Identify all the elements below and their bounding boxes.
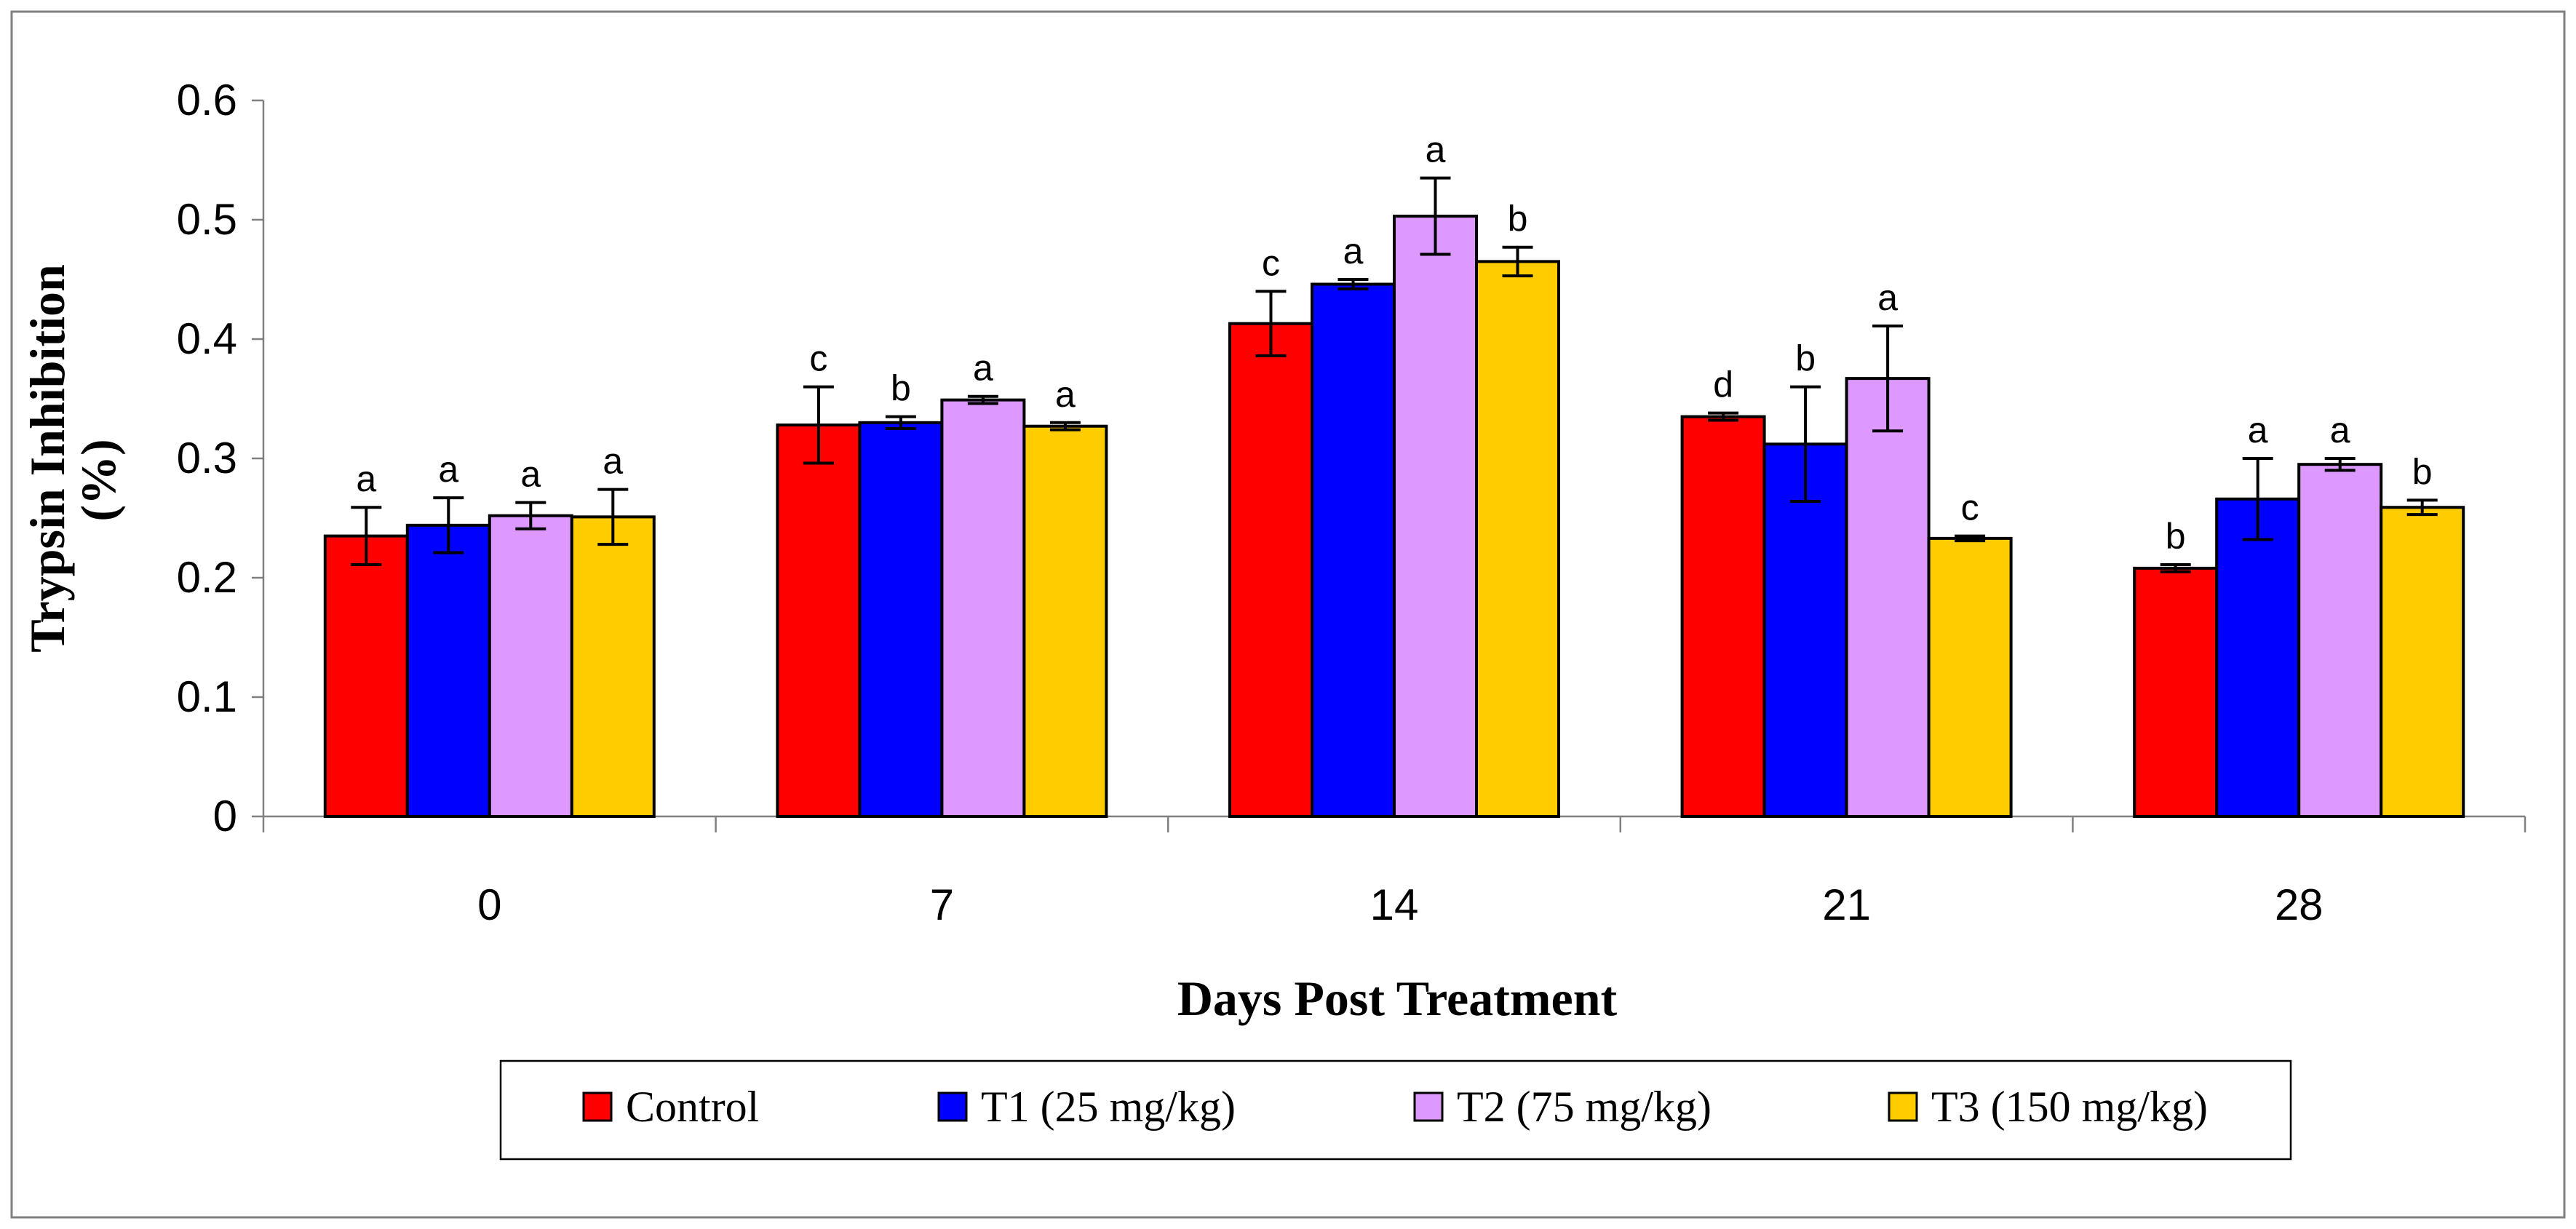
x-tick-label: 28 [2275,880,2323,929]
x-tick-label: 0 [477,880,501,929]
significance-label: b [1508,199,1528,239]
y-axis-title-line2: (%) [71,439,126,521]
significance-label: a [2330,410,2350,450]
y-tick-label: 0.6 [177,76,237,124]
y-tick-label: 0.5 [177,195,237,244]
significance-label: a [1343,231,1364,271]
bar [2297,463,2383,818]
significance-label: a [1426,130,1446,170]
legend: Control T1 (25 mg/kg) T2 (75 mg/kg) T3 (150… [582,1083,2208,1131]
significance-label: a [973,348,993,389]
legend-label: T1 (25 mg/kg) [981,1083,1236,1131]
significance-label: b [2412,451,2433,492]
bar [1393,215,1478,818]
legend-swatch [937,1091,968,1122]
legend-swatch [1413,1091,1444,1122]
significance-label: d [1713,365,1733,405]
x-tick-label: 7 [930,880,954,929]
significance-label: a [520,454,541,495]
bar [2133,566,2219,818]
significance-label: b [891,368,911,409]
bar [570,515,656,818]
y-tick-label: 0.3 [177,434,237,482]
significance-label: b [1795,338,1816,379]
significance-label: c [1961,488,1979,528]
bar [323,534,409,818]
bar [1927,536,2013,818]
bar [2215,497,2301,818]
y-tick-label: 0.2 [177,553,237,602]
y-tick-label: 0.4 [177,314,237,363]
bar [1022,424,1108,818]
significance-label: a [1877,277,1898,318]
bar [1475,260,1560,818]
significance-label: a [1055,374,1076,415]
y-tick-label: 0.1 [177,672,237,721]
significance-label: b [2166,516,2186,557]
significance-label: a [438,449,458,490]
bar [1228,322,1313,818]
bar [940,398,1026,818]
bar [2380,506,2465,818]
x-tick-label: 21 [1822,880,1871,929]
bar [858,421,944,818]
bar [488,514,573,818]
bar [1762,442,1848,818]
bar [776,423,862,818]
bar [1680,415,1766,818]
legend-label: Control [626,1083,759,1131]
bar [1845,377,1931,818]
x-axis-title: Days Post Treatment [1177,971,1618,1026]
significance-label: a [603,441,623,482]
legend-box [499,1059,2292,1161]
significance-label: a [2248,410,2268,450]
y-axis-title-line1: Trypsin Inhibition [20,264,75,653]
y-axis: 0 0.1 0.2 0.3 0.4 0.5 0.6 [177,76,265,840]
legend-label: T2 (75 mg/kg) [1457,1083,1712,1131]
legend-label: T3 (150 mg/kg) [1931,1083,2208,1131]
bar [405,523,491,819]
significance-label: c [1262,242,1280,283]
significance-label: a [356,458,376,499]
y-tick-label: 0 [213,792,237,840]
bars: a a a a c b a a c a a b d b a c b a a b [323,130,2465,819]
bar [1311,282,1396,818]
significance-label: c [809,338,827,379]
x-tick-label: 14 [1370,880,1419,929]
legend-swatch [1888,1091,1918,1122]
legend-swatch [582,1091,613,1122]
